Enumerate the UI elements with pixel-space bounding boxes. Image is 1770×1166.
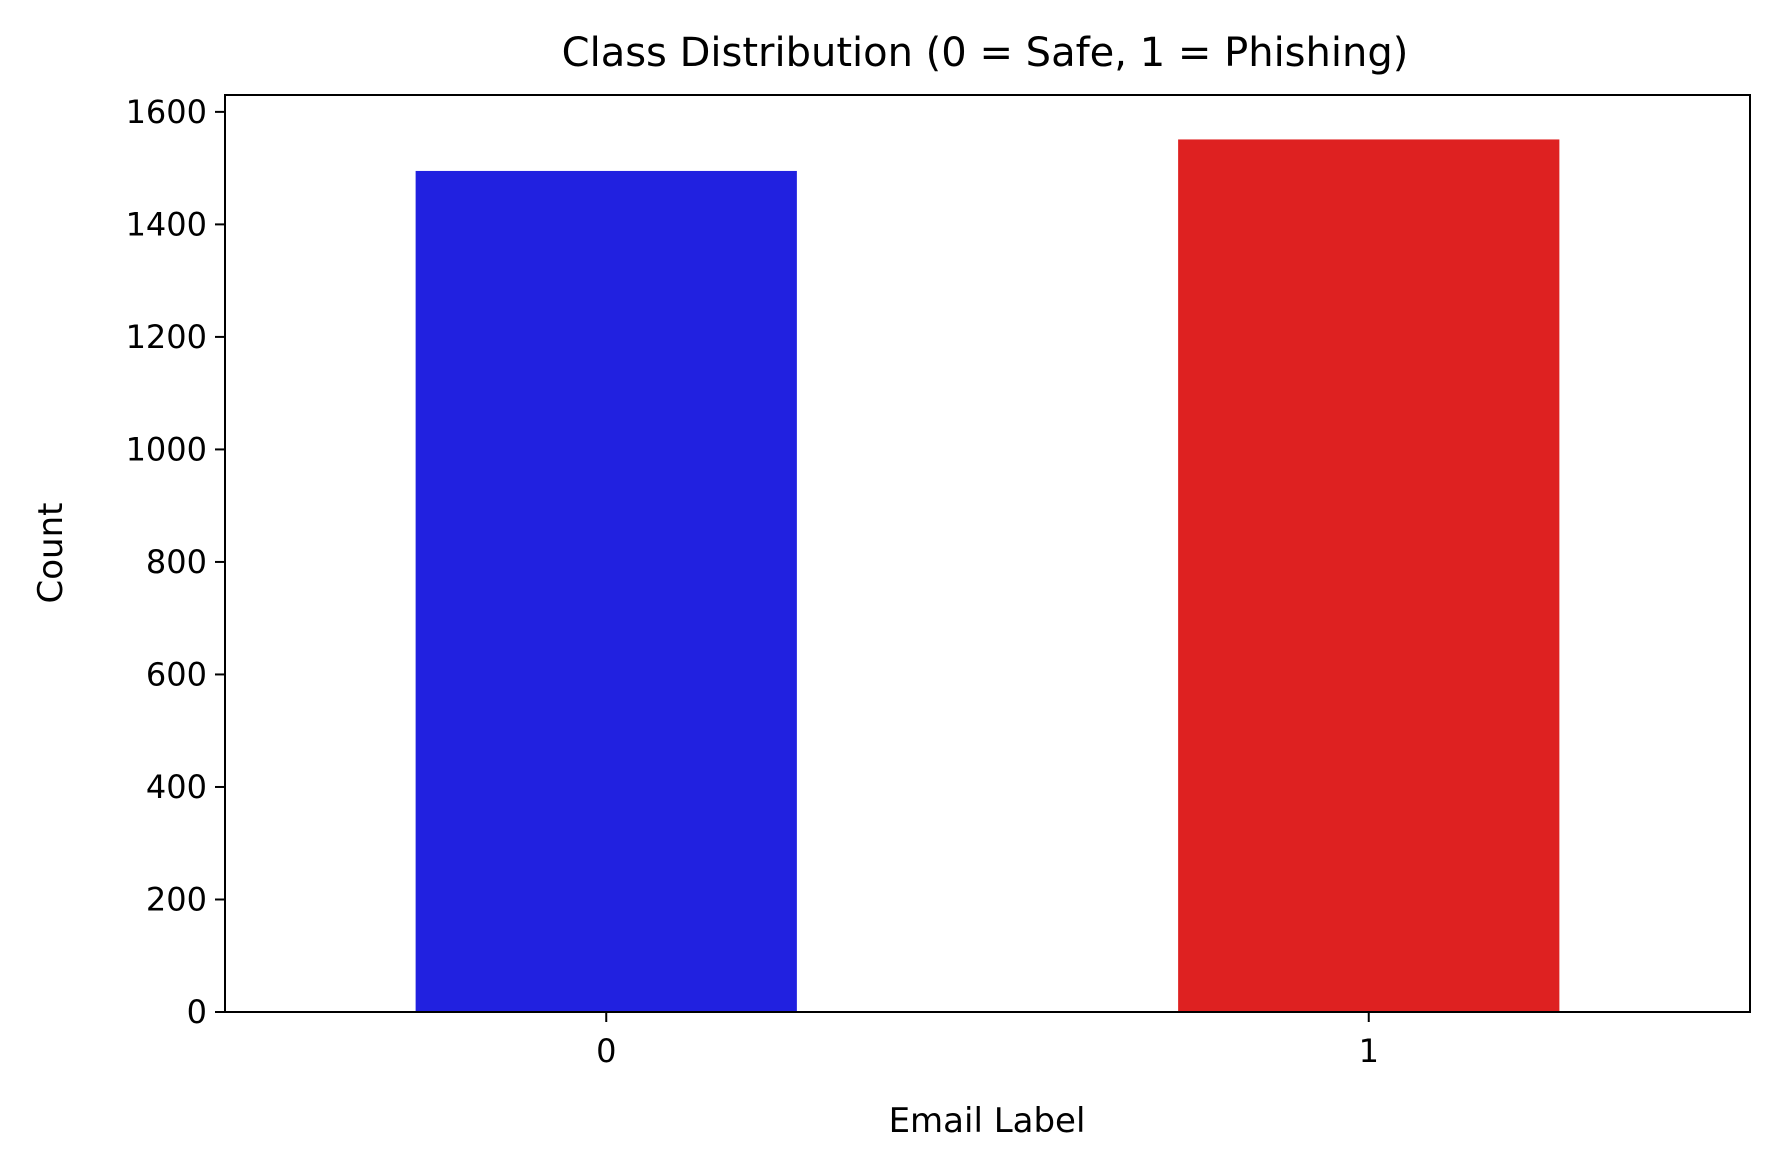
y-tick-label: 1400 — [126, 205, 207, 243]
y-tick-label: 800 — [146, 543, 207, 581]
x-axis-label: Email Label — [889, 1101, 1086, 1141]
chart-title: Class Distribution (0 = Safe, 1 = Phishi… — [562, 30, 1409, 76]
x-tick-label: 1 — [1359, 1032, 1379, 1070]
y-tick-label: 0 — [187, 993, 207, 1031]
y-tick-label: 600 — [146, 655, 207, 693]
y-tick-label: 1600 — [126, 93, 207, 131]
bar-0 — [415, 170, 797, 1012]
y-tick-label: 200 — [146, 880, 207, 918]
bar-1 — [1178, 139, 1560, 1013]
y-axis: 0 200 400 600 800 1000 1200 1400 1600 — [126, 93, 225, 1031]
y-axis-label: Count — [31, 503, 71, 604]
bars-group — [415, 139, 1560, 1013]
x-tick-label: 0 — [596, 1032, 616, 1070]
plot-frame — [224, 94, 1751, 1013]
y-tick-label: 1000 — [126, 430, 207, 468]
y-tick-label: 400 — [146, 768, 207, 806]
y-tick-label: 1200 — [126, 318, 207, 356]
